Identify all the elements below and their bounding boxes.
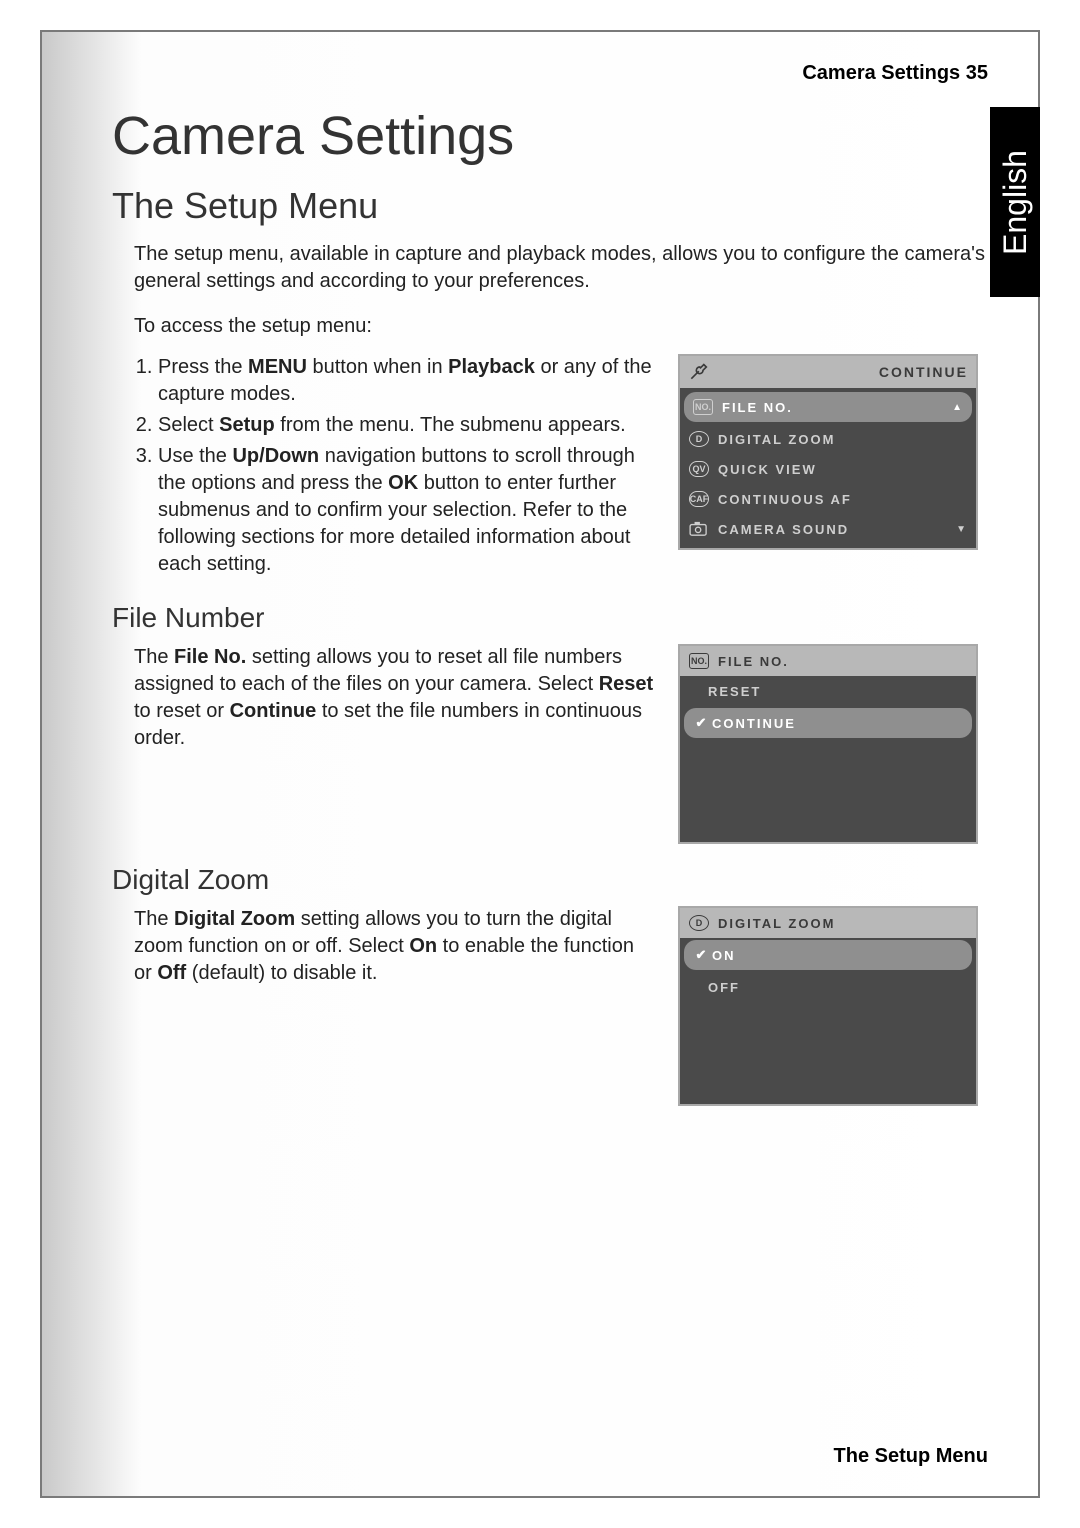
access-label: To access the setup menu: [134, 313, 988, 340]
t: Off [157, 962, 186, 984]
no-icon: NO. [689, 653, 709, 669]
t: from the menu. The submenu appears. [275, 414, 626, 436]
lcd-setup-menu: CONTINUE NO. FILE NO. ▲ D DIGITAL ZOOM Q… [678, 354, 978, 550]
t: OK [388, 472, 418, 494]
lcd-title-row: NO. FILE NO. [680, 646, 976, 676]
lcd-item-label: CONTINUOUS AF [718, 492, 852, 507]
file-number-heading: File Number [112, 602, 988, 634]
down-arrow-icon: ▼ [956, 524, 968, 535]
wrench-icon [688, 362, 708, 382]
t: Press the [158, 356, 248, 378]
digital-zoom-heading: Digital Zoom [112, 864, 988, 896]
qv-icon: QV [689, 461, 709, 477]
lcd-body: NO. FILE NO. ▲ D DIGITAL ZOOM QV QUICK V… [680, 388, 976, 548]
manual-page: Camera Settings 35 English Camera Settin… [40, 30, 1040, 1498]
digital-zoom-text: The Digital Zoom setting allows you to t… [112, 906, 654, 1106]
t: The [134, 908, 174, 930]
t: button when in [307, 356, 448, 378]
lcd-dzoom-column: D DIGITAL ZOOM ✔ ON OFF [678, 906, 988, 1106]
header-page-number: 35 [966, 62, 988, 84]
digital-zoom-row: The Digital Zoom setting allows you to t… [112, 906, 988, 1106]
lcd-title-label: FILE NO. [718, 654, 789, 669]
lcd-header-value: CONTINUE [879, 364, 968, 380]
page-title: Camera Settings [112, 105, 988, 167]
file-number-text: The File No. setting allows you to reset… [112, 644, 654, 844]
t: Digital Zoom [174, 908, 295, 930]
check-icon: ✔ [692, 947, 712, 963]
language-tab: English [990, 107, 1040, 297]
t: File No. [174, 646, 246, 668]
t: Use the [158, 445, 232, 467]
setup-menu-intro: The setup menu, available in capture and… [134, 241, 988, 295]
step-3: Use the Up/Down navigation buttons to sc… [158, 443, 654, 578]
lcd-title-label: DIGITAL ZOOM [718, 916, 835, 931]
t: Setup [219, 414, 275, 436]
lcd-file-no: NO. FILE NO. RESET ✔ CONTINUE [678, 644, 978, 844]
lcd-option-label: CONTINUE [712, 716, 796, 731]
step-2: Select Setup from the menu. The submenu … [158, 412, 654, 439]
d-icon: D [689, 915, 709, 931]
lcd-main-column: CONTINUE NO. FILE NO. ▲ D DIGITAL ZOOM Q… [678, 354, 988, 582]
lcd-item-continuous-af: CAF CONTINUOUS AF [680, 484, 976, 514]
t: Select [158, 414, 219, 436]
no-icon: NO. [693, 399, 713, 415]
lcd-item-digital-zoom: D DIGITAL ZOOM [680, 424, 976, 454]
t: On [409, 935, 437, 957]
header-section: Camera Settings [802, 62, 960, 84]
page-footer: The Setup Menu [834, 1445, 988, 1468]
steps-column: Press the MENU button when in Playback o… [112, 354, 654, 582]
lcd-option-reset: RESET [680, 676, 976, 706]
lcd-item-label: DIGITAL ZOOM [718, 432, 835, 447]
t: Playback [448, 356, 535, 378]
setup-steps-list: Press the MENU button when in Playback o… [112, 354, 654, 578]
caf-icon: CAF [689, 491, 709, 507]
digital-zoom-desc: The Digital Zoom setting allows you to t… [134, 906, 654, 987]
lcd-item-camera-sound: CAMERA SOUND ▼ [680, 514, 976, 544]
up-arrow-icon: ▲ [952, 402, 964, 413]
file-number-row: The File No. setting allows you to reset… [112, 644, 988, 844]
lcd-title-row: D DIGITAL ZOOM [680, 908, 976, 938]
camera-icon [688, 520, 710, 538]
t: MENU [248, 356, 307, 378]
step-1: Press the MENU button when in Playback o… [158, 354, 654, 408]
lcd-item-file-no: NO. FILE NO. ▲ [684, 392, 972, 422]
check-icon: ✔ [692, 715, 712, 731]
t: to reset or [134, 700, 230, 722]
t: The [134, 646, 174, 668]
t: Up/Down [232, 445, 319, 467]
lcd-header: CONTINUE [680, 356, 976, 388]
steps-and-lcd-row: Press the MENU button when in Playback o… [112, 354, 988, 582]
lcd-option-continue: ✔ CONTINUE [684, 708, 972, 738]
t: (default) to disable it. [186, 962, 377, 984]
lcd-item-label: CAMERA SOUND [718, 522, 849, 537]
page-header: Camera Settings 35 [112, 62, 988, 85]
lcd-fileno-column: NO. FILE NO. RESET ✔ CONTINUE [678, 644, 988, 844]
lcd-item-quick-view: QV QUICK VIEW [680, 454, 976, 484]
t: Continue [230, 700, 317, 722]
file-number-desc: The File No. setting allows you to reset… [134, 644, 654, 752]
lcd-option-label: OFF [708, 980, 740, 995]
lcd-option-on: ✔ ON [684, 940, 972, 970]
lcd-item-label: FILE NO. [722, 400, 793, 415]
lcd-digital-zoom: D DIGITAL ZOOM ✔ ON OFF [678, 906, 978, 1106]
d-icon: D [689, 431, 709, 447]
setup-menu-heading: The Setup Menu [112, 185, 988, 227]
lcd-item-label: QUICK VIEW [718, 462, 817, 477]
language-label: English [997, 150, 1034, 255]
lcd-option-off: OFF [680, 972, 976, 1002]
lcd-option-label: RESET [708, 684, 761, 699]
t: Reset [599, 673, 653, 695]
lcd-option-label: ON [712, 948, 736, 963]
